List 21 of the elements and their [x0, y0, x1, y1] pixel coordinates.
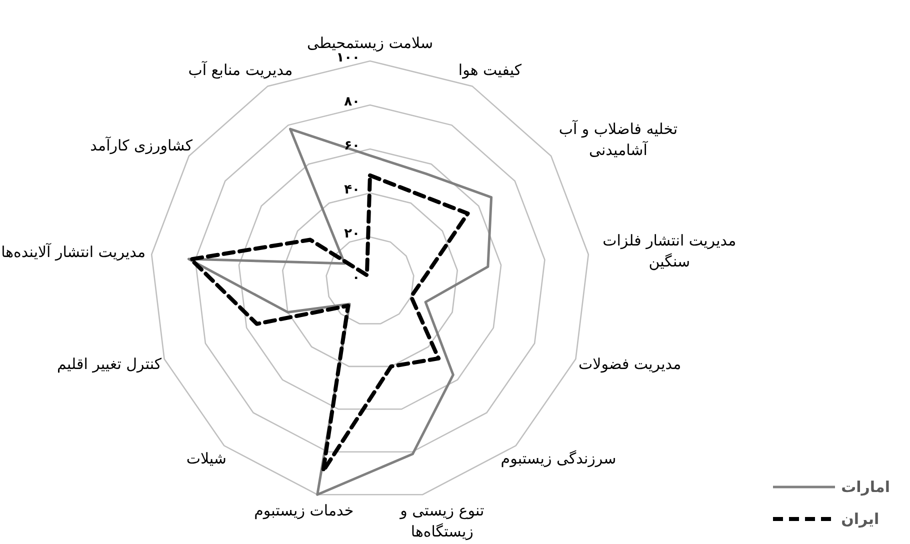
spoke-label: مدیریت انتشار آلاینده‌ها — [1, 242, 146, 263]
spoke-label: کیفیت هوا — [458, 60, 522, 82]
spoke-label: تخلیه فاضلاب و آب آشامیدنی — [558, 119, 679, 162]
spoke-label: سرزندگی زیستبوم — [500, 448, 616, 469]
y-tick-label: ۲۰ — [344, 226, 360, 242]
spoke-label: مدیریت انتشار فلزات سنگین — [602, 230, 738, 272]
y-tick-label: ۸۰ — [344, 94, 360, 110]
spoke-label: سلامت زیستمحیطی — [306, 33, 434, 53]
spoke-label: کنترل تغییر اقلیم — [57, 354, 162, 376]
y-tick-label: ۶۰ — [344, 138, 360, 154]
y-tick-label: ۱۰۰ — [336, 50, 360, 66]
spoke-label: مدیریت فضولات — [578, 354, 682, 376]
y-tick-label: ۰ — [352, 270, 360, 286]
spoke-label: تنوع زیستی و زیستگاه‌ها — [398, 500, 486, 542]
y-tick-label: ۴۰ — [344, 182, 360, 198]
spoke-label: مدیریت منابع آب — [188, 60, 293, 82]
spoke-label: خدمات زیستبوم — [254, 500, 354, 522]
spoke-label: شیلات — [186, 448, 226, 469]
legend-label: ایران — [841, 510, 880, 528]
legend-label: امارات — [841, 478, 890, 496]
spoke-label: کشاورزی کارآمد — [90, 136, 193, 157]
